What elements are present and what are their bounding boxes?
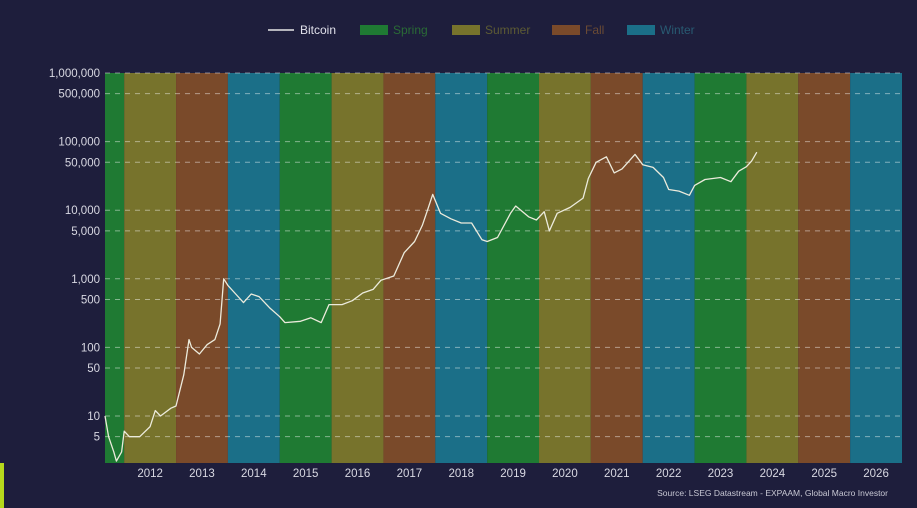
y-tick-label: 1,000 [71,274,100,286]
season-band-winter [642,73,695,463]
x-tick-label: 2023 [708,468,734,480]
x-tick-label: 2012 [137,468,163,480]
season-band-spring [694,73,747,463]
x-tick-label: 2015 [293,468,319,480]
x-tick-label: 2014 [241,468,267,480]
season-band-summer [331,73,384,463]
y-tick-label: 500 [81,294,100,306]
legend: Bitcoin Spring Summer Fall Winter [268,23,695,37]
season-bands [105,73,902,463]
legend-label-bitcoin: Bitcoin [300,23,336,37]
x-tick-label: 2022 [656,468,682,480]
y-tick-label: 100 [81,342,100,354]
y-tick-label: 50 [87,363,100,375]
source-note: Source: LSEG Datastream - EXPAAM, Global… [657,488,888,498]
season-band-summer [746,73,799,463]
x-tick-label: 2026 [863,468,889,480]
legend-swatch-winter [627,25,655,35]
x-tick-label: 2018 [448,468,474,480]
y-tick-label: 500,000 [58,89,100,101]
season-band-winter [227,73,280,463]
season-band-fall [798,73,851,463]
y-tick-label: 5 [94,432,100,444]
y-tick-label: 1,000,000 [49,68,100,80]
season-band-winter [850,73,902,463]
season-band-spring [487,73,540,463]
x-axis: 2012 2013 2014 2015 2016 2017 2018 2019 2020 2021… [137,468,889,480]
x-tick-label: 2019 [500,468,526,480]
y-axis: 1,000,000 500,000 100,000 50,000 10,000 5,000… [49,68,100,444]
legend-swatch-summer [452,25,480,35]
accent-bar [0,463,4,508]
season-band-fall [176,73,228,463]
legend-label-winter: Winter [660,23,695,37]
x-tick-label: 2016 [345,468,371,480]
legend-label-fall: Fall [585,23,604,37]
season-band-fall [590,73,643,463]
y-tick-label: 10 [87,411,100,423]
x-tick-label: 2020 [552,468,578,480]
season-band-spring [279,73,332,463]
season-band-summer [539,73,591,463]
legend-swatch-fall [552,25,580,35]
y-tick-label: 10,000 [65,205,100,217]
x-tick-label: 2021 [604,468,630,480]
y-tick-label: 50,000 [65,157,100,169]
series-lines [104,151,758,462]
season-band-summer [124,73,177,463]
season-band-spring [105,73,125,463]
x-tick-label: 2025 [811,468,837,480]
series-line-bitcoin [104,151,758,462]
legend-swatch-spring [360,25,388,35]
season-band-fall [383,73,436,463]
gridlines [105,72,902,438]
x-tick-label: 2024 [760,468,786,480]
y-tick-label: 100,000 [58,137,100,149]
x-tick-label: 2013 [189,468,215,480]
season-band-winter [435,73,488,463]
y-tick-label: 5,000 [71,226,100,238]
x-tick-label: 2017 [397,468,423,480]
legend-label-summer: Summer [485,23,530,37]
legend-label-spring: Spring [393,23,428,37]
